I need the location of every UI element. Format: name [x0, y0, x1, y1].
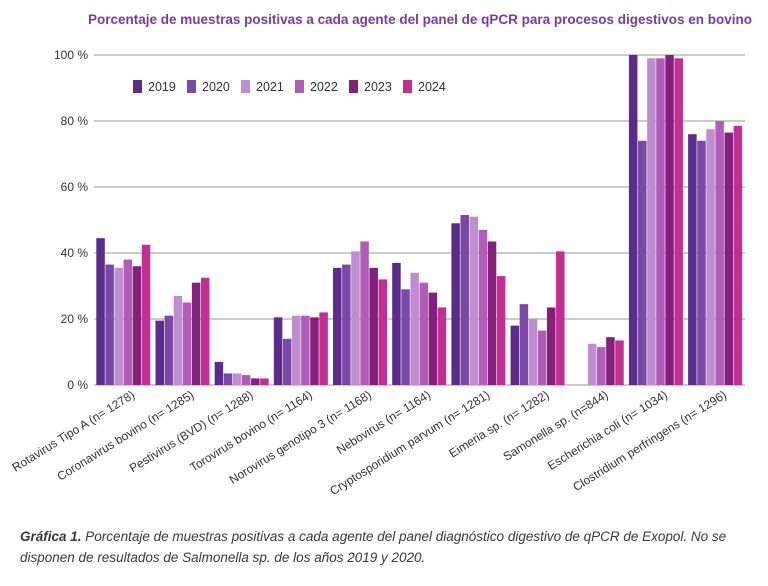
bar — [556, 251, 565, 385]
bar — [96, 238, 105, 385]
bar — [638, 140, 647, 385]
bar — [141, 244, 151, 385]
y-tick-label: 60 % — [61, 180, 89, 194]
bar — [132, 266, 142, 385]
bar — [200, 277, 210, 385]
x-tick-label: Eimeria sp. (n= 1282) — [446, 388, 551, 461]
bar — [437, 307, 447, 385]
bar — [697, 140, 706, 385]
bar — [715, 121, 724, 385]
bar — [214, 361, 224, 385]
bar — [155, 320, 164, 385]
legend-label: 2021 — [256, 80, 284, 94]
bar — [260, 378, 269, 385]
bar — [173, 295, 183, 385]
bar — [428, 292, 438, 385]
bar — [282, 338, 292, 385]
bar — [537, 330, 547, 385]
bar — [478, 229, 488, 385]
bar — [105, 264, 114, 385]
bar — [369, 267, 378, 385]
bar — [378, 279, 388, 385]
bar — [460, 215, 469, 385]
bar — [114, 267, 123, 385]
y-tick-label: 20 % — [61, 312, 89, 326]
y-tick-label: 80 % — [61, 114, 89, 128]
chart-title: Porcentaje de muestras positivas a cada … — [88, 12, 752, 27]
bar — [451, 223, 460, 385]
bar — [392, 262, 401, 385]
legend-label: 2020 — [202, 80, 230, 94]
bar — [401, 289, 410, 385]
bar — [510, 325, 520, 385]
x-tick-label: Samonella sp. (n=844) — [501, 388, 611, 464]
bar — [528, 319, 538, 385]
bar — [665, 55, 674, 385]
bar — [241, 375, 251, 385]
bar — [292, 315, 301, 385]
bar — [360, 241, 369, 385]
bar — [123, 259, 133, 385]
y-tick-label: 40 % — [61, 246, 89, 260]
legend-swatch — [187, 80, 196, 93]
bar — [232, 373, 242, 385]
bar — [351, 251, 360, 385]
bar — [606, 337, 615, 385]
bar — [487, 241, 497, 385]
bar — [628, 55, 638, 385]
bar — [519, 304, 529, 385]
bar — [333, 267, 342, 385]
figure-caption: Gráfica 1. Porcentaje de muestras positi… — [20, 526, 760, 568]
bar — [733, 125, 743, 385]
bar — [469, 216, 479, 385]
bar — [319, 312, 328, 385]
legend-label: 2023 — [364, 80, 392, 94]
bar — [310, 317, 319, 385]
bar — [674, 58, 683, 386]
legend-swatch — [349, 80, 358, 93]
caption-label: Gráfica 1. — [20, 529, 82, 544]
legend-swatch — [133, 80, 142, 93]
legend-swatch — [295, 80, 304, 93]
legend-swatch — [403, 80, 412, 93]
bar — [587, 343, 597, 385]
caption-text: Porcentaje de muestras positivas a cada … — [20, 529, 727, 565]
bar — [724, 132, 734, 385]
legend-label: 2022 — [310, 80, 338, 94]
legend-swatch — [241, 80, 250, 93]
bar — [597, 347, 606, 385]
bar — [546, 307, 556, 385]
x-axis-labels: Rotavirus Tipo A (n= 1278)Coronavirus bo… — [10, 388, 729, 498]
bars — [96, 55, 743, 386]
bar — [410, 272, 419, 385]
bar — [223, 373, 233, 385]
bar — [273, 317, 283, 385]
legend-label: 2019 — [148, 80, 176, 94]
bar — [706, 129, 715, 385]
legend-label: 2024 — [418, 80, 446, 94]
bar — [688, 134, 697, 385]
bar — [164, 315, 174, 385]
bar — [342, 264, 351, 385]
y-tick-label: 0 % — [67, 378, 88, 392]
y-tick-label: 100 % — [54, 48, 88, 62]
legend: 2019 2020 2021 2022 2023 2024 — [133, 80, 446, 94]
bar — [496, 276, 506, 385]
bar — [419, 282, 428, 385]
bar — [647, 58, 656, 386]
bar — [301, 315, 310, 385]
bar — [615, 340, 624, 385]
bar — [182, 302, 192, 385]
y-axis-ticks: 0 % 20 % 40 % 60 % 80 % 100 % — [54, 48, 88, 392]
bar — [251, 378, 260, 385]
bar — [191, 282, 201, 385]
bar — [656, 58, 665, 386]
chart: Porcentaje de muestras positivas a cada … — [10, 12, 752, 498]
